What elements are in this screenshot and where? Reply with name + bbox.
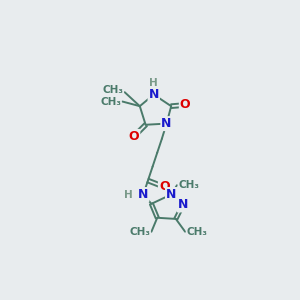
Text: O: O: [129, 130, 139, 143]
Text: CH₃: CH₃: [186, 227, 207, 237]
Text: O: O: [180, 98, 190, 112]
Text: H: H: [124, 190, 133, 200]
Text: O: O: [159, 180, 169, 193]
Text: N: N: [161, 117, 172, 130]
Text: H: H: [149, 78, 158, 88]
Text: N: N: [178, 199, 188, 212]
Text: N: N: [148, 88, 159, 101]
Text: N: N: [166, 188, 176, 201]
Text: CH₃: CH₃: [129, 227, 150, 237]
Text: CH₃: CH₃: [100, 97, 121, 106]
Text: N: N: [138, 188, 148, 201]
Text: CH₃: CH₃: [103, 85, 124, 95]
Text: CH₃: CH₃: [178, 180, 199, 190]
